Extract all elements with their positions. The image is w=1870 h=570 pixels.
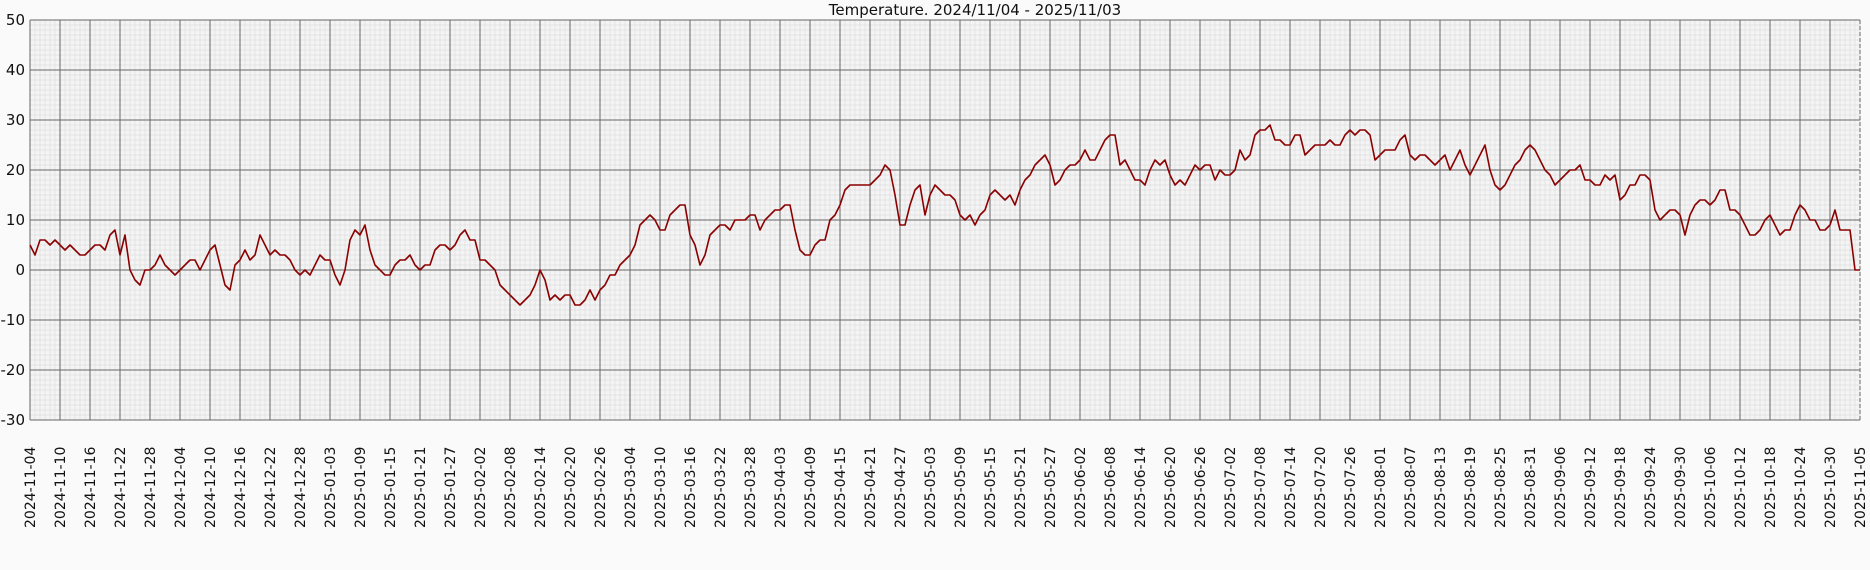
x-tick-label: 2025-09-06 [1553,447,1569,528]
x-tick-label: 2025-06-02 [1073,447,1089,528]
x-tick-label: 2025-07-02 [1223,447,1239,528]
x-tick-label: 2025-02-08 [503,447,519,528]
x-tick-label: 2025-02-14 [533,447,549,528]
x-tick-label: 2024-12-28 [293,447,309,528]
x-tick-label: 2024-11-04 [23,447,39,528]
y-tick-label: 10 [6,211,25,229]
x-tick-label: 2025-02-02 [473,447,489,528]
x-tick-label: 2025-02-20 [563,447,579,528]
x-tick-label: 2025-06-08 [1103,447,1119,528]
x-tick-label: 2025-07-20 [1313,447,1329,528]
x-tick-label: 2025-09-30 [1673,447,1689,528]
y-tick-label: 30 [6,111,25,129]
x-tick-label: 2025-08-13 [1433,447,1449,528]
x-tick-label: 2025-07-14 [1283,447,1299,528]
x-tick-label: 2025-09-18 [1613,447,1629,528]
y-tick-label: -20 [1,361,26,379]
x-tick-label: 2025-09-12 [1583,447,1599,528]
x-tick-label: 2024-12-16 [233,447,249,528]
y-tick-label: 50 [6,11,25,29]
x-tick-label: 2025-10-30 [1823,447,1839,528]
x-tick-label: 2025-10-06 [1703,447,1719,528]
x-tick-label: 2025-04-03 [773,447,789,528]
y-tick-label: -30 [1,411,26,429]
x-tick-label: 2025-04-15 [833,447,849,528]
x-tick-label: 2025-08-31 [1523,447,1539,528]
x-tick-label: 2025-02-26 [593,447,609,528]
x-tick-label: 2025-03-04 [623,447,639,528]
y-tick-label: 40 [6,61,25,79]
y-tick-label: 20 [6,161,25,179]
x-tick-label: 2024-12-10 [203,447,219,528]
x-tick-label: 2024-12-22 [263,447,279,528]
x-tick-label: 2024-11-10 [53,447,69,528]
x-tick-label: 2025-05-03 [923,447,939,528]
major-grid [29,19,1861,421]
x-tick-label: 2025-04-21 [863,447,879,528]
x-tick-label: 2025-01-03 [323,447,339,528]
chart-title: Temperature. 2024/11/04 - 2025/11/03 [828,1,1121,19]
x-tick-label: 2024-11-22 [113,447,129,528]
x-tick-label: 2025-07-08 [1253,447,1269,528]
x-tick-label: 2025-05-21 [1013,447,1029,528]
x-tick-label: 2024-12-04 [173,447,189,528]
x-tick-label: 2025-11-05 [1853,447,1869,528]
x-tick-label: 2025-05-09 [953,447,969,528]
x-tick-label: 2025-01-21 [413,447,429,528]
y-tick-label: 0 [15,261,25,279]
y-axis-ticks: 50 40 30 20 10 0 -10 -20 -30 [1,11,26,429]
x-tick-label: 2025-03-10 [653,447,669,528]
x-tick-label: 2025-07-26 [1343,447,1359,528]
x-tick-label: 2025-03-28 [743,447,759,528]
x-tick-label: 2025-08-25 [1493,447,1509,528]
x-tick-label: 2025-03-22 [713,447,729,528]
x-tick-label: 2024-11-16 [83,447,99,528]
x-tick-label: 2025-01-27 [443,447,459,528]
x-tick-label: 2025-10-18 [1763,447,1779,528]
x-axis-ticks: 2024-11-04 2024-11-10 2024-11-16 2024-11-22… [23,447,1869,528]
x-tick-label: 2025-03-16 [683,447,699,528]
x-tick-label: 2025-04-09 [803,447,819,528]
x-tick-label: 2025-05-15 [983,447,999,528]
x-tick-label: 2025-08-07 [1403,447,1419,528]
x-tick-label: 2025-01-15 [383,447,399,528]
x-tick-label: 2025-08-01 [1373,447,1389,528]
series-layer [29,124,1861,306]
x-tick-label: 2025-08-19 [1463,447,1479,528]
x-tick-label: 2025-04-27 [893,447,909,528]
x-tick-label: 2025-06-20 [1163,447,1179,528]
x-tick-label: 2025-10-12 [1733,447,1749,528]
x-tick-label: 2024-11-28 [143,447,159,528]
x-tick-label: 2025-06-26 [1193,447,1209,528]
x-tick-label: 2025-01-09 [353,447,369,528]
x-tick-label: 2025-05-27 [1043,447,1059,528]
x-tick-label: 2025-10-24 [1793,447,1809,528]
y-tick-label: -10 [1,311,26,329]
x-tick-label: 2025-09-24 [1643,447,1659,528]
x-tick-label: 2025-06-14 [1133,447,1149,528]
